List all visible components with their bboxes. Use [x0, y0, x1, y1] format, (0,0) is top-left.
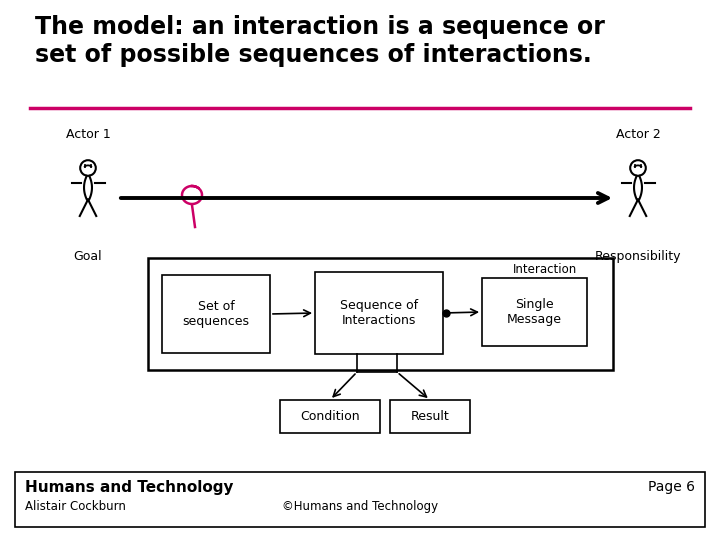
Bar	[15, 472, 705, 527]
Bar	[482, 278, 587, 346]
Text: Actor 1: Actor 1	[66, 128, 110, 141]
Text: Single
Message: Single Message	[507, 298, 562, 326]
Text: Page 6: Page 6	[648, 480, 695, 494]
Text: The model: an interaction is a sequence or
set of possible sequences of interact: The model: an interaction is a sequence …	[35, 15, 605, 67]
Text: Sequence of
Interactions: Sequence of Interactions	[340, 299, 418, 327]
Bar	[315, 272, 443, 354]
Text: Alistair Cockburn: Alistair Cockburn	[25, 500, 126, 513]
Text: Actor 2: Actor 2	[616, 128, 660, 141]
Text: Set of
sequences: Set of sequences	[182, 300, 250, 328]
Text: Goal: Goal	[73, 250, 102, 263]
Bar	[148, 258, 613, 370]
Text: Result: Result	[410, 410, 449, 423]
Bar	[280, 400, 380, 433]
Text: Interaction: Interaction	[513, 263, 577, 276]
Text: Humans and Technology: Humans and Technology	[25, 480, 233, 495]
Text: Responsibility: Responsibility	[595, 250, 681, 263]
Text: Condition: Condition	[300, 410, 360, 423]
Bar	[162, 275, 270, 353]
Text: ©Humans and Technology: ©Humans and Technology	[282, 500, 438, 513]
Bar	[390, 400, 470, 433]
